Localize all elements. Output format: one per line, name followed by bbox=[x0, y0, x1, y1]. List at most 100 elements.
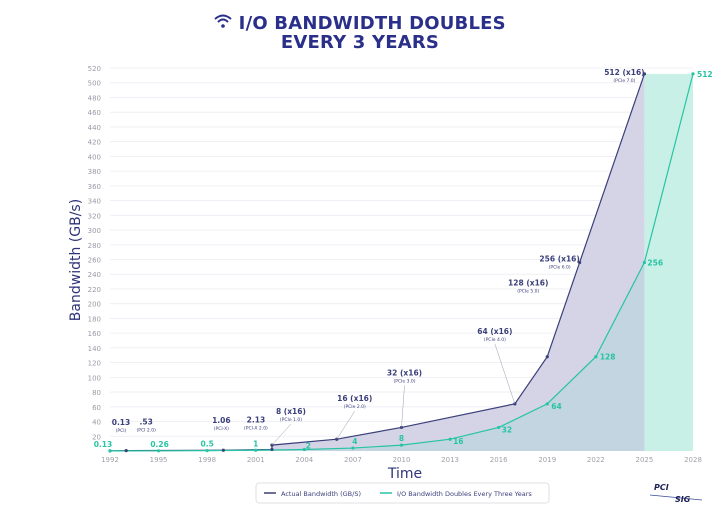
label-leader-line bbox=[401, 385, 405, 428]
actual-data-point bbox=[270, 447, 274, 452]
doubling-area-fill bbox=[110, 262, 645, 451]
doubling-data-label: 0.26 bbox=[150, 440, 169, 449]
actual-data-label: 16 (x16) bbox=[337, 394, 372, 403]
doubling-data-label: 4 bbox=[352, 437, 357, 446]
doubling-data-point bbox=[351, 446, 355, 450]
x-tick-label: 1995 bbox=[150, 456, 168, 464]
pci-sig-logo-sig: SIG bbox=[675, 495, 691, 504]
actual-data-label: 64 (x16) bbox=[477, 327, 512, 336]
doubling-data-label: 1 bbox=[253, 439, 258, 448]
actual-data-label: .53 bbox=[140, 418, 153, 427]
title-line-2: EVERY 3 YEARS bbox=[280, 32, 440, 53]
y-tick-label: 160 bbox=[88, 330, 101, 338]
actual-data-point bbox=[221, 448, 225, 452]
y-tick-label: 300 bbox=[88, 227, 101, 235]
legend-label-actual: Actual Bandwidth (GB/S) bbox=[281, 490, 361, 498]
doubling-data-point bbox=[691, 72, 695, 76]
x-tick-label: 2022 bbox=[587, 456, 605, 464]
wifi-icon bbox=[214, 14, 232, 28]
doubling-data-label: 32 bbox=[502, 425, 512, 434]
doubling-data-label: 256 bbox=[647, 258, 663, 267]
doubling-data-label: 16 bbox=[453, 437, 463, 446]
y-tick-label: 60 bbox=[92, 404, 101, 412]
actual-data-label: 32 (x16) bbox=[387, 368, 422, 377]
doubling-data-label: 0.13 bbox=[94, 440, 113, 449]
pci-sig-logo: PCI bbox=[654, 483, 669, 492]
y-tick-label: 20 bbox=[92, 433, 101, 441]
actual-data-sublabel: (PCI) bbox=[116, 428, 127, 434]
doubling-data-point bbox=[497, 425, 501, 430]
doubling-data-point bbox=[594, 355, 598, 359]
actual-data-sublabel: (PCI 2.0) bbox=[137, 428, 157, 434]
y-tick-label: 280 bbox=[88, 242, 101, 250]
y-tick-label: 520 bbox=[88, 65, 101, 73]
y-tick-label: 460 bbox=[88, 109, 101, 117]
actual-data-sublabel: (PCI-X) bbox=[214, 426, 229, 432]
doubling-data-label: 128 bbox=[600, 353, 616, 362]
y-tick-label: 220 bbox=[88, 286, 101, 294]
actual-data-sublabel: (PCIe 3.0) bbox=[393, 378, 415, 384]
actual-data-point bbox=[124, 449, 128, 453]
x-tick-label: 2001 bbox=[247, 456, 265, 464]
doubling-data-point bbox=[448, 437, 452, 441]
actual-data-label: 256 (x16) bbox=[539, 254, 579, 263]
actual-data-label: 1.06 bbox=[212, 416, 231, 425]
x-tick-label: 2016 bbox=[490, 456, 508, 464]
y-tick-label: 480 bbox=[88, 94, 101, 102]
doubling-data-label: 0.5 bbox=[201, 440, 214, 449]
label-leader-line bbox=[336, 411, 355, 440]
y-tick-label: 80 bbox=[92, 389, 101, 397]
actual-data-point bbox=[545, 355, 549, 359]
label-leader-line bbox=[271, 423, 292, 446]
y-tick-label: 380 bbox=[88, 168, 101, 176]
y-tick-label: 100 bbox=[88, 374, 101, 382]
x-tick-label: 2013 bbox=[441, 456, 459, 464]
y-tick-label: 240 bbox=[88, 271, 101, 279]
y-tick-label: 360 bbox=[88, 183, 101, 191]
doubling-data-label: 8 bbox=[399, 434, 404, 443]
actual-data-sublabel: (PCIe 6.0) bbox=[549, 264, 571, 270]
actual-data-label: 128 (x16) bbox=[508, 279, 548, 288]
doubling-data-point bbox=[108, 449, 112, 453]
x-tick-label: 1992 bbox=[101, 456, 119, 464]
actual-data-label: 2.13 bbox=[247, 415, 266, 424]
projection-region bbox=[644, 73, 693, 452]
y-tick-label: 180 bbox=[88, 315, 101, 323]
x-tick-label: 2019 bbox=[538, 456, 556, 464]
x-tick-label: 2010 bbox=[393, 456, 411, 464]
y-tick-label: 260 bbox=[88, 257, 101, 265]
actual-data-point bbox=[642, 72, 647, 76]
doubling-data-label: 512 bbox=[697, 70, 713, 79]
doubling-data-point bbox=[302, 447, 306, 452]
doubling-data-label: 2 bbox=[306, 442, 311, 451]
y-axis-label: Bandwidth (GB/s) bbox=[68, 199, 84, 321]
y-tick-label: 500 bbox=[88, 80, 101, 88]
pci-sig-logo-swoosh bbox=[649, 494, 703, 501]
actual-data-sublabel: (PCIe 4.0) bbox=[484, 337, 506, 343]
doubling-data-label: 64 bbox=[551, 402, 561, 411]
actual-data-label: 8 (x16) bbox=[276, 407, 306, 416]
y-tick-label: 200 bbox=[88, 301, 101, 309]
x-tick-label: 2025 bbox=[636, 456, 654, 464]
actual-data-point bbox=[578, 260, 582, 265]
legend-label-doubling: I/O Bandwidth Doubles Every Three Years bbox=[397, 490, 532, 498]
doubling-data-point bbox=[642, 260, 647, 265]
y-tick-label: 420 bbox=[88, 139, 101, 147]
y-tick-label: 40 bbox=[92, 419, 101, 427]
doubling-data-point bbox=[254, 448, 258, 452]
doubling-data-point bbox=[205, 449, 209, 453]
actual-data-sublabel: (PCIe 1.0) bbox=[280, 417, 302, 423]
actual-data-sublabel: (PCI-X 2.0) bbox=[244, 425, 268, 431]
actual-data-label: 0.13 bbox=[112, 418, 131, 427]
x-axis-label: Time bbox=[387, 466, 422, 482]
x-tick-label: 1998 bbox=[198, 456, 216, 464]
doubling-data-point bbox=[545, 402, 549, 406]
label-leader-line bbox=[494, 343, 516, 404]
chart-title: I/O BANDWIDTH DOUBLES EVERY 3 YEARS bbox=[0, 14, 720, 52]
x-tick-label: 2004 bbox=[295, 456, 313, 464]
x-tick-label: 2007 bbox=[344, 456, 362, 464]
actual-data-sublabel: (PCIe 7.0) bbox=[613, 78, 635, 84]
y-tick-label: 140 bbox=[88, 345, 101, 353]
